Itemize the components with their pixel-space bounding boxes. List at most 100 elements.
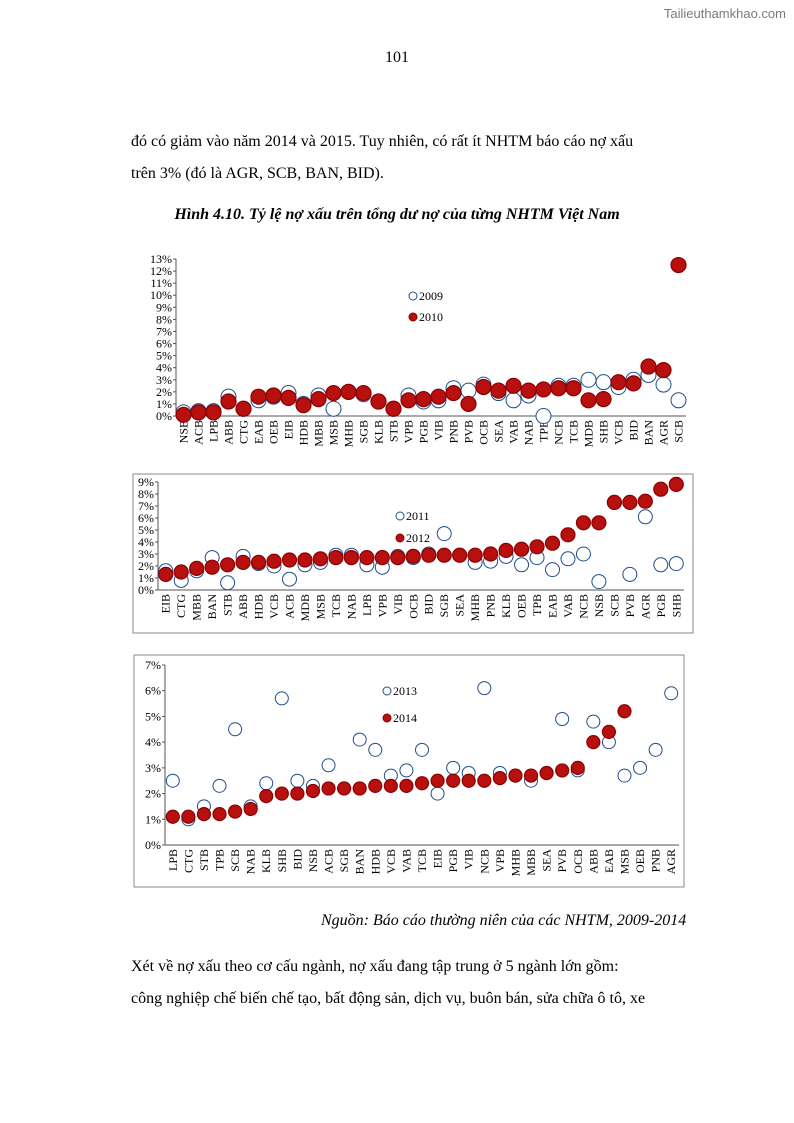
x-tick-label: LPB	[360, 594, 374, 616]
data-point-2009	[535, 408, 552, 424]
x-tick-label: BID	[422, 594, 436, 615]
x-tick-label: SHB	[597, 420, 611, 443]
data-point-2010	[340, 383, 357, 400]
data-point-2010	[190, 404, 207, 421]
data-point-2014	[305, 783, 321, 799]
y-tick-label: 5%	[156, 349, 172, 363]
x-tick-label: VIB	[391, 594, 405, 615]
data-point-2013	[290, 773, 305, 788]
x-tick-label: OCB	[406, 594, 420, 619]
x-tick-label: MHB	[468, 594, 482, 621]
x-tick-label: NAB	[244, 849, 258, 874]
data-point-2010	[565, 380, 582, 397]
x-tick-label: MDB	[298, 594, 312, 621]
data-point-2010	[265, 387, 282, 404]
data-point-2011	[653, 557, 669, 573]
legend-label-2010: 2010	[419, 310, 443, 324]
y-tick-label: 0%	[145, 838, 161, 852]
legend-label-2013: 2013	[393, 684, 417, 698]
x-tick-label: MBB	[524, 849, 538, 876]
data-point-2014	[601, 724, 617, 739]
data-point-2012	[328, 549, 344, 566]
x-tick-label: NSB	[592, 594, 606, 617]
x-tick-label: OEB	[515, 594, 529, 618]
data-point-2010	[490, 382, 507, 399]
data-point-2012	[281, 552, 298, 568]
data-point-2013	[555, 712, 570, 726]
x-tick-label: VPB	[402, 420, 416, 443]
x-tick-label: TCB	[415, 849, 429, 872]
y-tick-label: 10%	[150, 288, 172, 302]
y-tick-label: 0%	[138, 583, 154, 597]
x-tick-label: LPB	[166, 849, 180, 871]
x-tick-label: VPB	[375, 594, 389, 617]
data-point-2013	[446, 760, 461, 775]
data-point-2012	[405, 548, 421, 565]
data-point-2014	[196, 807, 212, 822]
x-tick-label: NCB	[552, 420, 566, 445]
data-point-2013	[430, 786, 445, 801]
data-point-2010	[640, 358, 657, 375]
data-point-2010	[400, 392, 417, 409]
watermark: Tailieuthamkhao.com	[663, 6, 786, 21]
x-tick-label: VCB	[612, 420, 626, 445]
data-point-2011	[282, 571, 297, 587]
data-point-2011	[514, 557, 530, 573]
x-tick-label: STB	[387, 420, 401, 442]
data-point-2013	[352, 732, 367, 747]
data-point-2010	[385, 400, 402, 417]
x-tick-label: OEB	[267, 420, 281, 444]
x-tick-label: SEA	[453, 594, 467, 617]
x-tick-label: VPB	[493, 849, 507, 872]
y-tick-label: 6%	[156, 337, 172, 351]
x-tick-label: SEA	[492, 420, 506, 443]
x-tick-label: ABB	[236, 594, 250, 619]
data-point-2011	[668, 556, 684, 572]
x-tick-label: AGR	[657, 420, 671, 445]
data-point-2013	[633, 760, 648, 775]
x-tick-label: PGB	[654, 594, 668, 617]
x-tick-label: SCB	[228, 849, 242, 872]
data-point-2009	[595, 374, 612, 391]
x-tick-label: TCB	[567, 420, 581, 443]
data-point-2013	[228, 722, 243, 737]
data-point-2014	[461, 773, 476, 788]
data-point-2012	[637, 493, 653, 509]
x-tick-label: VIB	[462, 849, 476, 870]
data-point-2010	[445, 384, 462, 402]
y-tick-label: 5%	[138, 523, 154, 537]
y-tick-label: 1%	[145, 812, 161, 826]
x-tick-label: EAB	[546, 594, 560, 618]
x-tick-label: MDB	[582, 420, 596, 447]
x-tick-label: PNB	[484, 594, 498, 617]
x-tick-label: OCB	[477, 420, 491, 445]
x-tick-label: AGR	[638, 594, 652, 619]
legend-label-2012: 2012	[406, 531, 430, 545]
y-tick-label: 1%	[138, 571, 154, 585]
y-tick-label: 9%	[138, 475, 154, 489]
x-tick-label: SEA	[540, 849, 554, 872]
data-point-2010	[505, 377, 522, 394]
data-point-2014	[290, 786, 305, 801]
x-tick-label: PGB	[417, 420, 431, 443]
y-tick-label: 8%	[138, 487, 154, 501]
data-point-2014	[274, 786, 289, 801]
data-point-2010	[535, 381, 552, 398]
data-point-2010	[220, 393, 237, 410]
data-point-2010	[235, 400, 252, 417]
x-tick-label: TPB	[537, 420, 551, 442]
data-point-2010	[595, 390, 612, 408]
data-point-2012	[390, 549, 406, 566]
x-tick-label: NCB	[576, 594, 590, 619]
data-point-2011	[591, 574, 607, 590]
data-point-2014	[523, 768, 539, 783]
data-point-2012	[436, 547, 452, 563]
x-tick-label: PVB	[623, 594, 637, 617]
data-point-2013	[586, 714, 601, 729]
data-point-2014	[508, 768, 523, 783]
data-point-2010	[670, 256, 687, 274]
x-tick-label: VIB	[432, 420, 446, 441]
x-tick-label: VCB	[384, 849, 398, 874]
data-point-2014	[492, 771, 507, 786]
data-point-2014	[399, 778, 414, 793]
